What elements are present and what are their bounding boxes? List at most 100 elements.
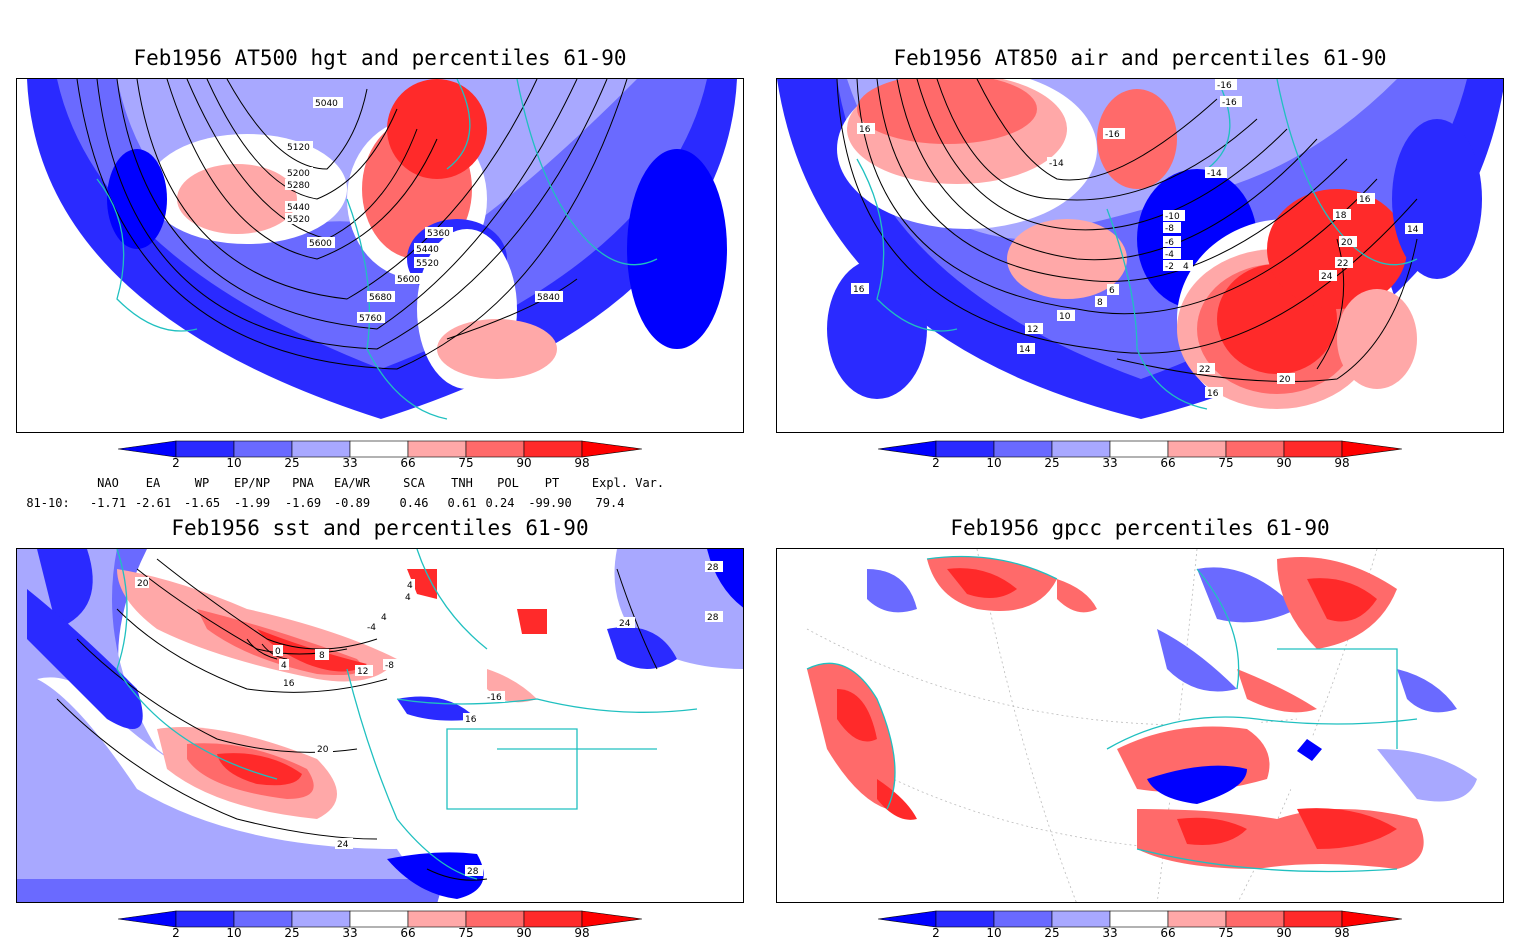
colorbar-arrow-low	[877, 910, 937, 928]
index-value: 79.4	[595, 496, 625, 510]
index-header: WP	[194, 476, 210, 490]
colorbar-tick-label: 10	[986, 456, 1002, 470]
index-value: -99.90	[528, 496, 572, 510]
colorbar-segment	[407, 910, 467, 928]
colorbar-segment	[1109, 440, 1169, 458]
svg-text:22: 22	[1199, 365, 1210, 375]
colorbar-arrow-high	[581, 440, 643, 458]
svg-text:5120: 5120	[287, 143, 310, 153]
colorbar-segment	[349, 440, 409, 458]
colorbar-tick-label: 98	[574, 456, 590, 470]
panel1-svg: 5040 5120 5200 5280 5440 5520 5600 5360 …	[27, 79, 737, 420]
index-header: NAO	[97, 476, 119, 490]
svg-text:4: 4	[407, 581, 413, 591]
indices-header-row: NAO EA WP EP/NP PNA EA/WR SCA TNH POL PT Expl. Var…	[0, 476, 760, 492]
colorbar-tick-label: 66	[400, 456, 416, 470]
index-value: -1.71	[89, 496, 127, 510]
svg-text:24: 24	[337, 840, 349, 850]
colorbar-tick-label: 75	[1218, 456, 1234, 470]
svg-text:4: 4	[1183, 262, 1189, 272]
colorbar-segment	[233, 910, 293, 928]
svg-text:10: 10	[1059, 312, 1071, 322]
colorbar-segment	[465, 910, 525, 928]
index-value: -2.61	[134, 496, 172, 510]
index-header: TNH	[451, 476, 473, 490]
svg-text:-10: -10	[1165, 212, 1180, 222]
colorbar-1: 2 10 25 33 66 75 90 98	[117, 440, 643, 480]
colorbar-1-svg	[117, 440, 643, 458]
colorbar-4-svg	[877, 910, 1403, 928]
colorbar-segment	[175, 440, 235, 458]
svg-text:-14: -14	[1207, 169, 1222, 179]
colorbar-segment	[233, 440, 293, 458]
colorbar-segment	[407, 440, 467, 458]
svg-text:20: 20	[137, 579, 149, 589]
panel4-map	[776, 548, 1504, 903]
colorbar-segment	[1283, 910, 1343, 928]
svg-text:-14: -14	[1049, 159, 1064, 169]
colorbar-segment	[1225, 440, 1285, 458]
colorbar-2: 2 10 25 33 66 75 90 98	[877, 440, 1403, 480]
svg-text:-4: -4	[367, 623, 376, 633]
panel3-map: 20 0 4 8 12 16 20 24 28 -16 16 4 4 28 24…	[16, 548, 744, 903]
panel4-title: Feb1956 gpcc percentiles 61-90	[950, 516, 1330, 540]
svg-text:5200: 5200	[287, 169, 310, 179]
svg-text:5680: 5680	[369, 293, 392, 303]
svg-text:5760: 5760	[359, 314, 382, 324]
index-value: 0.61	[447, 496, 477, 510]
index-value: -1.65	[183, 496, 221, 510]
panel1-coastlines	[96, 79, 658, 420]
colorbar-tick-label: 2	[932, 456, 940, 470]
svg-text:20: 20	[1341, 238, 1353, 248]
svg-text:16: 16	[283, 679, 295, 689]
colorbar-tick-label: 25	[1044, 456, 1060, 470]
index-header: EA	[145, 476, 161, 490]
indices-value-row: 81-10: -1.71 -2.61 -1.65 -1.99 -1.69 -0.89 0.4…	[0, 496, 760, 512]
colorbar-segment	[1167, 910, 1227, 928]
svg-text:16: 16	[1359, 195, 1371, 205]
colorbar-segment	[465, 440, 525, 458]
svg-text:5840: 5840	[537, 293, 560, 303]
index-header: SCA	[403, 476, 425, 490]
panel2-map: -16 -16 -16 16 -14 -14 -10 -8 -6 -4 -2 4…	[776, 78, 1504, 433]
colorbar-2-svg	[877, 440, 1403, 458]
svg-text:-16: -16	[1105, 130, 1120, 140]
colorbar-tick-label: 90	[1276, 926, 1292, 940]
colorbar-tick-label: 75	[458, 926, 474, 940]
svg-text:-4: -4	[1165, 250, 1174, 260]
colorbar-segment	[175, 910, 235, 928]
colorbar-segment	[935, 910, 995, 928]
colorbar-tick-label: 33	[342, 456, 358, 470]
panel1-title: Feb1956 AT500 hgt and percentiles 61-90	[133, 46, 627, 70]
svg-text:-6: -6	[1165, 238, 1174, 248]
colorbar-tick-label: 2	[172, 926, 180, 940]
svg-text:5600: 5600	[397, 275, 420, 285]
colorbar-tick-label: 75	[1218, 926, 1234, 940]
svg-text:-8: -8	[385, 661, 394, 671]
svg-text:5040: 5040	[315, 99, 338, 109]
index-header: PNA	[292, 476, 314, 490]
svg-text:24: 24	[1321, 272, 1333, 282]
colorbar-tick-label: 66	[400, 926, 416, 940]
colorbar-tick-label: 33	[1102, 456, 1118, 470]
index-header: Expl. Var.	[591, 476, 665, 490]
colorbar-segment	[523, 440, 583, 458]
colorbar-segment	[349, 910, 409, 928]
colorbar-arrow-low	[877, 440, 937, 458]
colorbar-segment	[1283, 440, 1343, 458]
svg-text:5440: 5440	[287, 203, 310, 213]
svg-text:-16: -16	[1217, 81, 1232, 91]
svg-text:24: 24	[619, 619, 631, 629]
svg-text:8: 8	[1097, 298, 1103, 308]
svg-text:4: 4	[381, 613, 387, 623]
svg-text:20: 20	[317, 745, 329, 755]
panel1-contour-labels: 5040 5120 5200 5280 5440 5520 5600 5360 …	[285, 97, 563, 324]
index-header: PT	[544, 476, 560, 490]
svg-text:4: 4	[405, 593, 411, 603]
svg-text:5280: 5280	[287, 181, 310, 191]
svg-text:5520: 5520	[287, 215, 310, 225]
colorbar-segment	[1109, 910, 1169, 928]
index-header: EA/WR	[333, 476, 371, 490]
colorbar-segment	[935, 440, 995, 458]
colorbar-segment	[1167, 440, 1227, 458]
